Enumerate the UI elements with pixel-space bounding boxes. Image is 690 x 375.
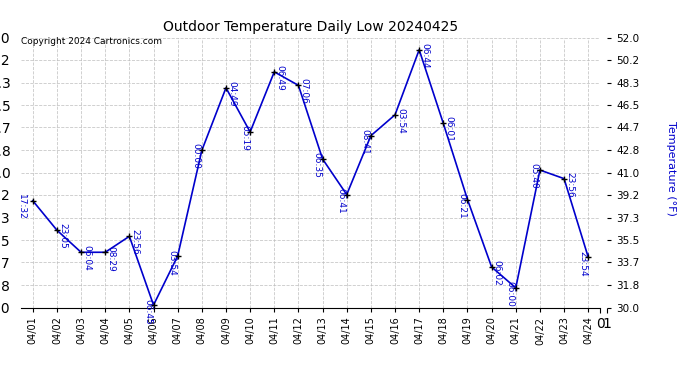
Text: 06:21: 06:21	[457, 192, 466, 218]
Text: 23:05: 23:05	[58, 223, 67, 249]
Text: 05:40: 05:40	[530, 163, 539, 189]
Text: 08:41: 08:41	[361, 129, 370, 155]
Text: Temperature (°F): Temperature (°F)	[667, 121, 676, 216]
Text: 23:54: 23:54	[578, 251, 587, 277]
Text: 07:06: 07:06	[299, 78, 308, 104]
Text: 08:29: 08:29	[106, 246, 115, 272]
Text: 06:01: 06:01	[444, 117, 453, 142]
Text: 05:19: 05:19	[240, 125, 249, 151]
Text: 04:49: 04:49	[227, 81, 236, 106]
Text: 06:44: 06:44	[420, 43, 429, 69]
Text: 06:35: 06:35	[313, 152, 322, 178]
Text: 06:45: 06:45	[144, 299, 152, 324]
Text: 06:00: 06:00	[506, 281, 515, 307]
Text: 06:02: 06:02	[493, 260, 502, 286]
Text: 06:04: 06:04	[82, 245, 91, 271]
Text: 03:54: 03:54	[168, 250, 177, 275]
Text: 00:00: 00:00	[192, 144, 201, 170]
Title: Outdoor Temperature Daily Low 20240425: Outdoor Temperature Daily Low 20240425	[163, 20, 458, 33]
Text: Copyright 2024 Cartronics.com: Copyright 2024 Cartronics.com	[21, 38, 161, 46]
Text: 23:56: 23:56	[130, 230, 139, 255]
Text: 06:49: 06:49	[275, 65, 284, 91]
Text: 06:41: 06:41	[337, 188, 346, 214]
Text: 23:56: 23:56	[565, 172, 574, 198]
Text: 17:32: 17:32	[17, 194, 26, 219]
Text: 03:54: 03:54	[396, 108, 405, 134]
